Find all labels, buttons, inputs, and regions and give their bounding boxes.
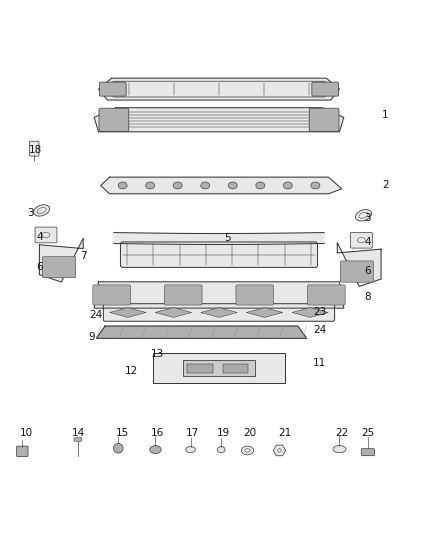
Text: 22: 22: [335, 428, 348, 438]
FancyBboxPatch shape: [99, 82, 126, 96]
Polygon shape: [273, 445, 286, 456]
Text: 24: 24: [313, 325, 326, 335]
FancyBboxPatch shape: [35, 227, 57, 243]
Ellipse shape: [118, 182, 127, 189]
Text: 12: 12: [125, 366, 138, 376]
Polygon shape: [39, 238, 83, 282]
Text: 14: 14: [72, 428, 85, 438]
Text: 16: 16: [151, 428, 164, 438]
Ellipse shape: [256, 182, 265, 189]
Text: 15: 15: [116, 428, 129, 438]
FancyBboxPatch shape: [361, 449, 374, 456]
Polygon shape: [110, 308, 146, 317]
FancyBboxPatch shape: [153, 353, 285, 383]
Ellipse shape: [186, 447, 195, 453]
Polygon shape: [292, 308, 328, 317]
Ellipse shape: [34, 205, 49, 216]
Text: 18: 18: [28, 146, 42, 156]
Ellipse shape: [241, 446, 254, 455]
FancyBboxPatch shape: [93, 285, 131, 305]
Text: 11: 11: [313, 358, 326, 368]
Text: 8: 8: [364, 292, 371, 302]
FancyBboxPatch shape: [74, 438, 82, 441]
Text: 2: 2: [382, 181, 389, 190]
FancyBboxPatch shape: [164, 285, 202, 305]
Text: 4: 4: [36, 232, 43, 242]
Polygon shape: [99, 78, 339, 100]
Ellipse shape: [173, 182, 182, 189]
Polygon shape: [94, 108, 344, 132]
Polygon shape: [155, 308, 192, 317]
Text: 7: 7: [80, 251, 87, 261]
Text: 10: 10: [20, 428, 33, 438]
FancyBboxPatch shape: [103, 304, 335, 321]
Text: 1: 1: [382, 110, 389, 120]
FancyBboxPatch shape: [350, 232, 372, 248]
FancyBboxPatch shape: [307, 285, 345, 305]
FancyBboxPatch shape: [29, 141, 39, 156]
Text: 17: 17: [186, 428, 199, 438]
Text: 6: 6: [36, 262, 43, 272]
Ellipse shape: [311, 182, 320, 189]
FancyBboxPatch shape: [223, 364, 248, 373]
Text: 24: 24: [90, 310, 103, 320]
Ellipse shape: [113, 443, 123, 453]
Text: 6: 6: [364, 266, 371, 276]
Text: 3: 3: [364, 213, 371, 223]
Text: 21: 21: [278, 428, 291, 438]
Text: 5: 5: [224, 233, 231, 243]
Ellipse shape: [201, 182, 210, 189]
Text: 23: 23: [313, 308, 326, 318]
Ellipse shape: [228, 182, 237, 189]
Polygon shape: [94, 282, 344, 308]
FancyBboxPatch shape: [99, 108, 129, 131]
Text: 4: 4: [364, 237, 371, 247]
Polygon shape: [96, 326, 307, 338]
Text: 9: 9: [88, 332, 95, 342]
FancyBboxPatch shape: [42, 256, 76, 278]
Polygon shape: [246, 308, 283, 317]
Text: 25: 25: [361, 428, 374, 438]
Ellipse shape: [333, 446, 346, 453]
Polygon shape: [114, 232, 324, 245]
Ellipse shape: [356, 209, 371, 221]
Ellipse shape: [150, 446, 161, 454]
FancyBboxPatch shape: [340, 261, 374, 282]
Polygon shape: [101, 177, 342, 194]
Text: 13: 13: [151, 349, 164, 359]
FancyBboxPatch shape: [236, 285, 274, 305]
Polygon shape: [201, 308, 237, 317]
Text: 3: 3: [27, 208, 34, 218]
FancyBboxPatch shape: [187, 364, 212, 373]
FancyBboxPatch shape: [17, 446, 28, 457]
FancyBboxPatch shape: [312, 82, 339, 96]
FancyBboxPatch shape: [309, 108, 339, 131]
Ellipse shape: [146, 182, 155, 189]
FancyBboxPatch shape: [120, 242, 318, 268]
Polygon shape: [337, 243, 381, 286]
Ellipse shape: [283, 182, 292, 189]
Text: 19: 19: [217, 428, 230, 438]
FancyBboxPatch shape: [183, 360, 255, 376]
Ellipse shape: [217, 447, 225, 453]
Text: 20: 20: [243, 428, 256, 438]
